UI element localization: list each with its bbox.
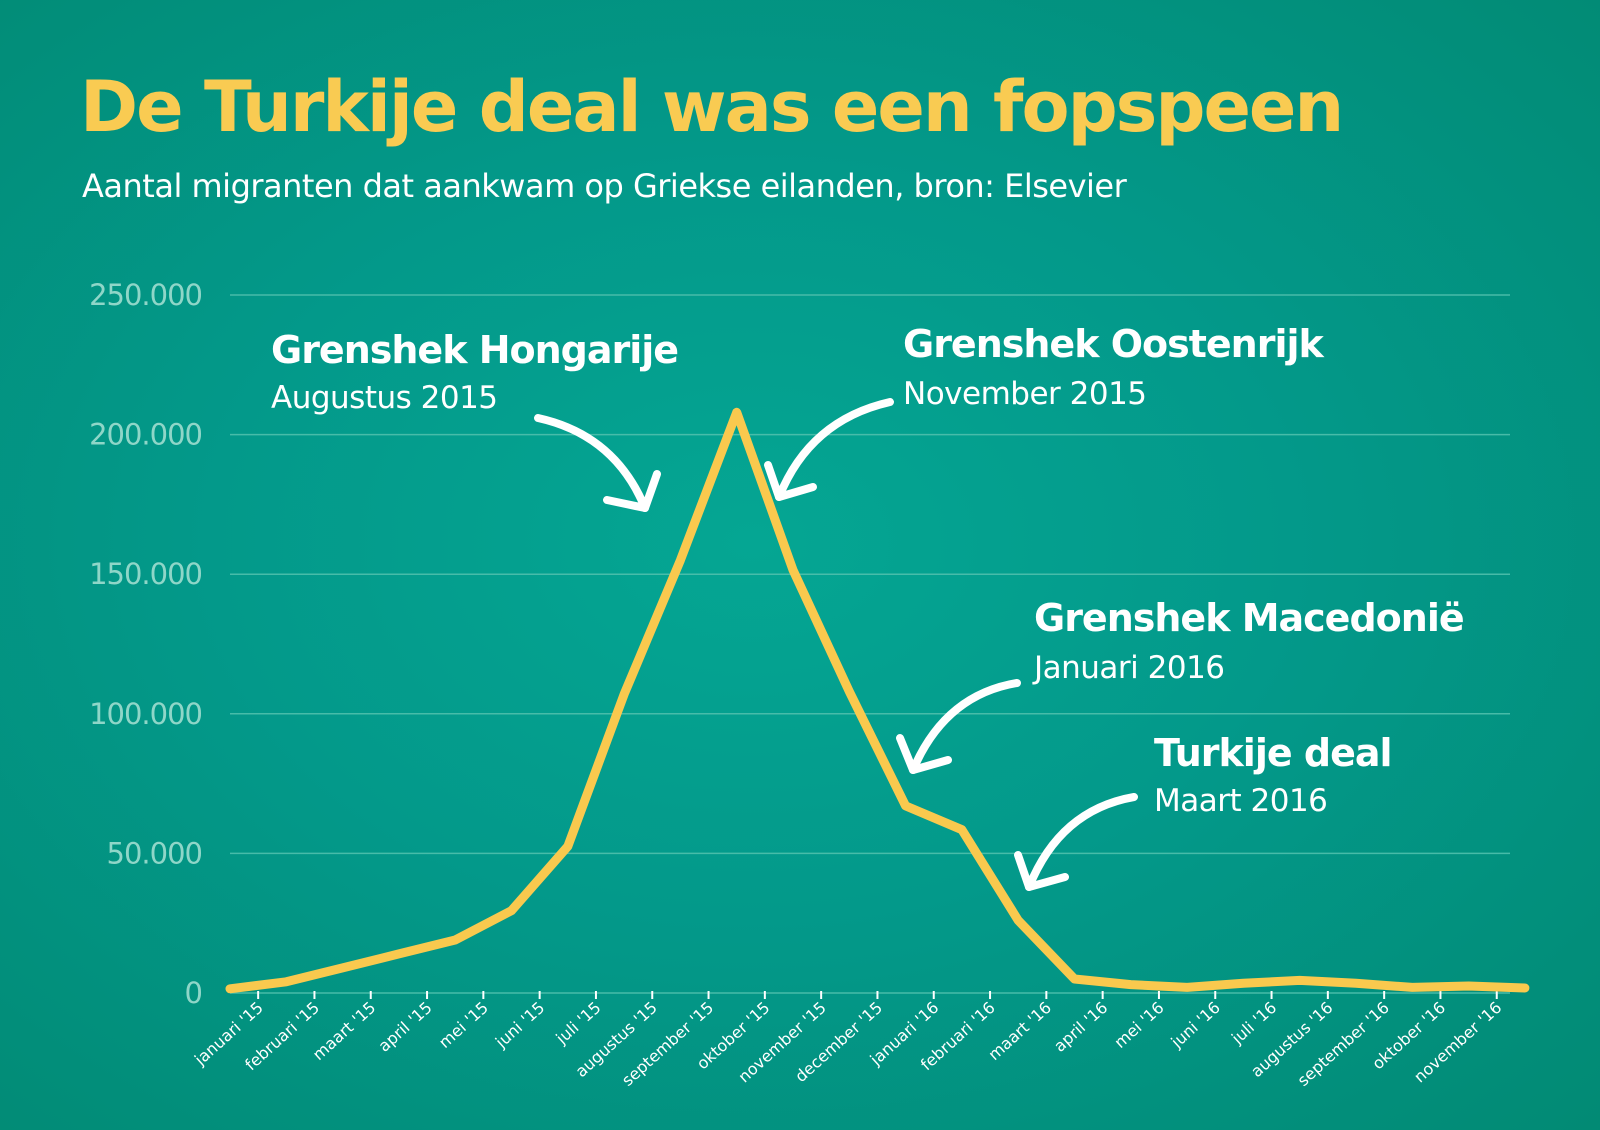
annotation-grenshek-hongarije: Grenshek Hongarije Augustus 2015 (271, 328, 679, 416)
annotation-subtitle: Augustus 2015 (271, 380, 498, 416)
y-tick-label: 200.000 (89, 418, 202, 452)
annotation-subtitle: Maart 2016 (1154, 783, 1327, 819)
series-line (225, 407, 1530, 994)
chart-title: De Turkije deal was een fopspeen (80, 66, 1344, 148)
annotation-grenshek-oostenrijk: Grenshek Oostenrijk November 2015 (903, 322, 1326, 412)
arrow-icon (534, 414, 661, 512)
x-tick-label: juni '15 (491, 998, 548, 1052)
data-line (225, 407, 1530, 994)
y-tick-label: 0 (185, 976, 202, 1010)
x-tick-label: maart '15 (309, 998, 380, 1064)
x-tick-label: april '15 (374, 998, 435, 1056)
annotation-turkije-deal: Turkije deal Maart 2016 (1154, 731, 1393, 819)
x-tick-label: mei '16 (1111, 998, 1168, 1052)
arrow-icon (764, 398, 894, 501)
gridlines (230, 294, 1510, 994)
annotation-title: Turkije deal (1154, 731, 1392, 775)
x-tick-label: juli '15 (552, 998, 605, 1048)
x-tick-label: april '16 (1050, 998, 1111, 1056)
y-tick-label: 250.000 (89, 278, 202, 312)
annotation-title: Grenshek Hongarije (271, 328, 678, 372)
y-tick-label: 50.000 (107, 836, 202, 870)
annotation-grenshek-macedonie: Grenshek Macedonië Januari 2016 (1032, 596, 1465, 686)
y-tick-label: 100.000 (89, 697, 202, 731)
annotation-subtitle: Januari 2016 (1032, 650, 1225, 686)
annotation-title: Grenshek Macedonië (1034, 596, 1464, 640)
y-axis: 0 50.000 100.000 150.000 200.000 250.000 (89, 278, 203, 1010)
chart-subtitle: Aantal migranten dat aankwam op Griekse … (82, 167, 1127, 205)
x-tick-label: mei '15 (435, 998, 492, 1052)
x-tick-label: maart '16 (984, 998, 1055, 1064)
annotation-title: Grenshek Oostenrijk (903, 322, 1325, 366)
x-tick-label: juni '16 (1167, 998, 1224, 1052)
y-tick-label: 150.000 (89, 557, 202, 591)
annotation-subtitle: November 2015 (903, 376, 1147, 412)
arrow-icon (1014, 793, 1138, 891)
x-tick-label: juli '16 (1227, 998, 1280, 1048)
arrow-icon (896, 679, 1021, 774)
